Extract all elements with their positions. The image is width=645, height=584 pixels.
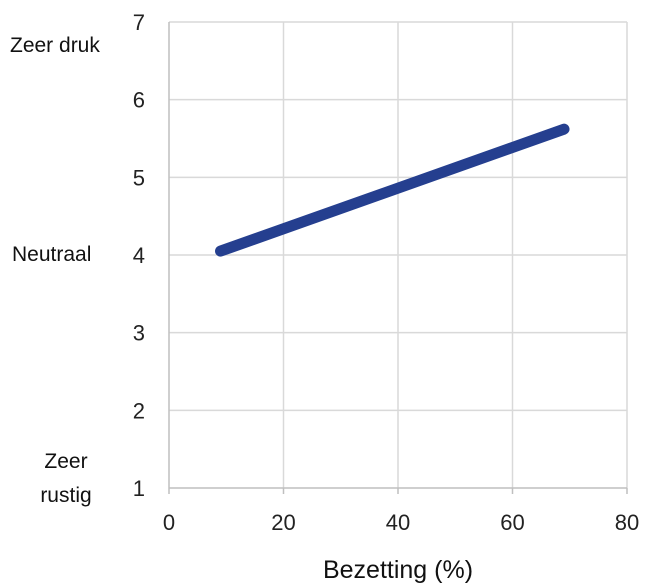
grid-layer	[169, 21, 628, 488]
y-tick-label: 2	[133, 398, 145, 423]
series-line	[215, 123, 570, 257]
x-tick-label: 20	[271, 510, 295, 535]
y-category-label-top: Zeer druk	[10, 34, 100, 57]
x-tick-label: 60	[500, 510, 524, 535]
tick-labels: 0 20 40 60 80 1 2 3 4 5 6 7	[133, 10, 639, 535]
x-tick-label: 40	[386, 510, 410, 535]
y-tick-label: 3	[133, 321, 145, 346]
y-tick-label: 5	[133, 165, 145, 190]
x-axis-title: Bezetting (%)	[323, 556, 473, 584]
y-tick-label: 7	[133, 10, 145, 35]
x-tick-label: 0	[163, 510, 175, 535]
y-category-label-bottom-line1: Zeer	[44, 450, 87, 473]
y-category-label-middle: Neutraal	[12, 243, 91, 266]
x-tick-label: 80	[615, 510, 639, 535]
axis-layer	[168, 22, 628, 494]
y-tick-label: 4	[133, 243, 145, 268]
y-tick-label: 6	[133, 88, 145, 113]
y-category-label-bottom-line2: rustig	[40, 484, 91, 507]
y-tick-label: 1	[133, 476, 145, 501]
series-layer	[215, 123, 570, 257]
